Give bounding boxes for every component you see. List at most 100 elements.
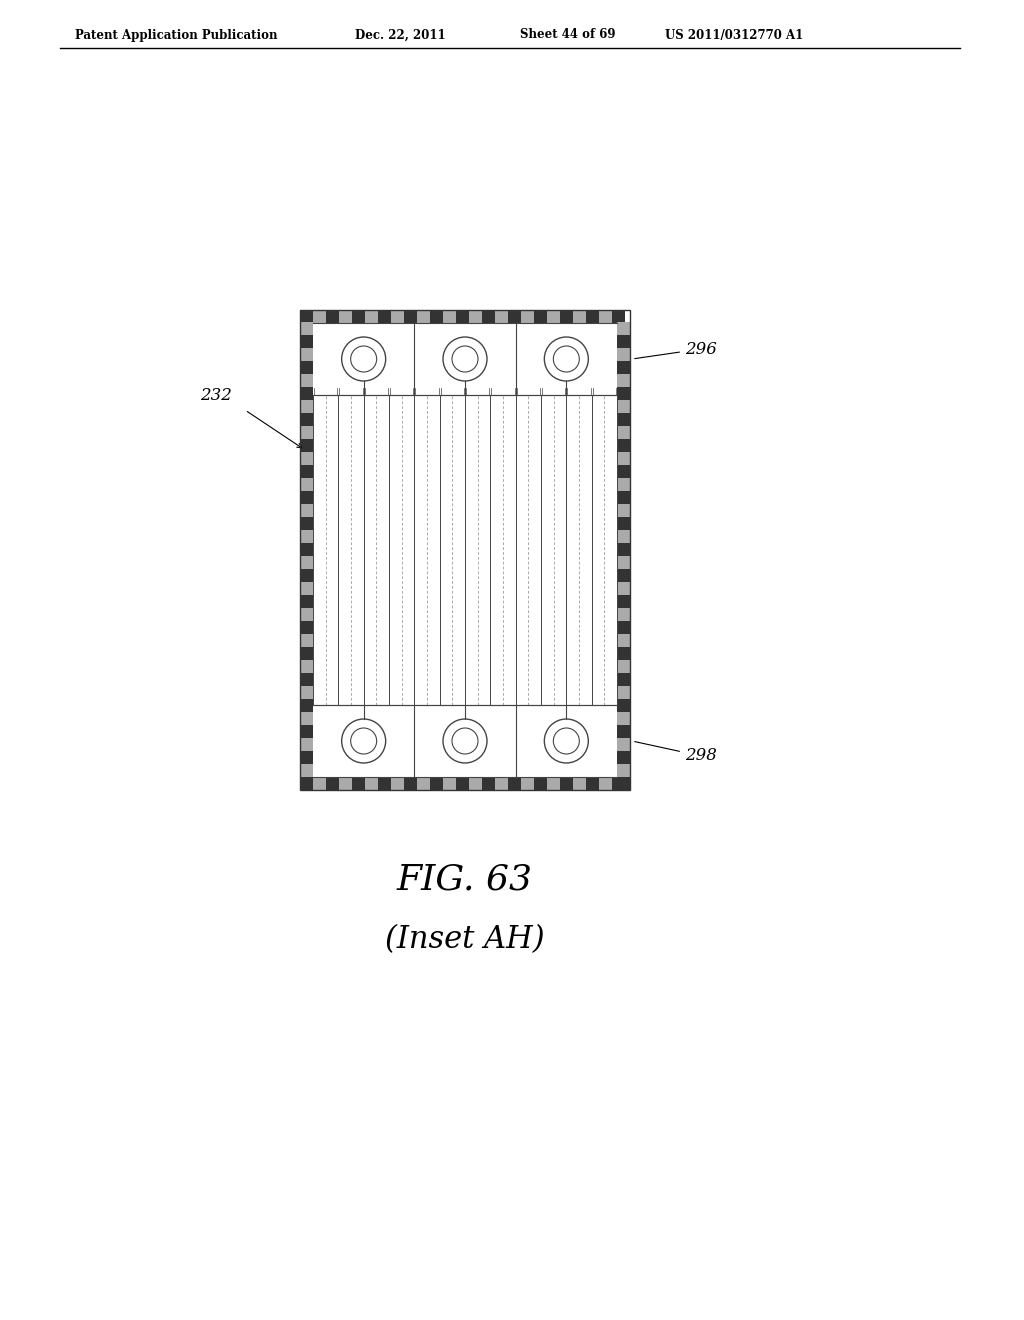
Bar [617,465,630,478]
Text: Sheet 44 of 69: Sheet 44 of 69 [520,29,615,41]
Bar [300,751,313,764]
Bar [300,387,313,400]
Bar [300,725,313,738]
Bar [300,374,313,387]
Bar [352,777,365,789]
Bar [617,517,630,531]
Bar [617,531,630,543]
Bar [617,478,630,491]
Bar [300,660,313,673]
Bar [300,777,313,789]
Bar [617,491,630,504]
Circle shape [443,719,487,763]
Bar [313,777,326,789]
Bar [617,504,630,517]
Bar [300,634,313,647]
Bar [560,777,573,789]
Bar [482,310,495,323]
Bar [300,504,313,517]
Text: (Inset AH): (Inset AH) [385,924,545,956]
Bar [300,517,313,531]
Bar [300,413,313,426]
Bar [617,738,630,751]
Text: US 2011/0312770 A1: US 2011/0312770 A1 [665,29,803,41]
Bar [508,777,521,789]
Bar [521,777,534,789]
Bar [495,777,508,789]
Bar [617,764,630,777]
Bar [617,387,630,400]
Bar [391,310,404,323]
Text: 296: 296 [635,341,717,359]
Bar [326,777,339,789]
Bar [300,440,313,451]
Bar [313,705,617,777]
Bar [300,673,313,686]
Bar [469,310,482,323]
Bar [300,322,313,335]
Bar [617,440,630,451]
Circle shape [342,337,386,381]
Bar [508,310,521,323]
Bar [547,310,560,323]
Bar [617,620,630,634]
Bar [300,711,313,725]
Bar [300,400,313,413]
Bar [365,310,378,323]
Bar [300,348,313,360]
Bar [617,556,630,569]
Circle shape [452,346,478,372]
Text: 298: 298 [635,742,717,764]
Bar [617,426,630,440]
Bar [300,491,313,504]
Bar [300,543,313,556]
Bar [300,777,313,789]
Circle shape [452,729,478,754]
Bar [391,777,404,789]
Bar [599,777,612,789]
Bar [300,478,313,491]
Bar [617,582,630,595]
Circle shape [545,337,589,381]
Bar [300,764,313,777]
Bar [300,620,313,634]
Bar [617,374,630,387]
Bar [482,777,495,789]
Bar [573,777,586,789]
Bar [534,310,547,323]
Bar [300,700,313,711]
Text: Dec. 22, 2011: Dec. 22, 2011 [355,29,445,41]
Bar [443,310,456,323]
Bar [617,400,630,413]
Bar [617,647,630,660]
Bar [617,360,630,374]
Bar [404,777,417,789]
Circle shape [350,729,377,754]
Bar [417,310,430,323]
Bar [430,310,443,323]
Bar [300,738,313,751]
Bar [586,310,599,323]
Bar [313,323,617,777]
Bar [617,543,630,556]
Circle shape [443,337,487,381]
Bar [469,777,482,789]
Bar [404,310,417,323]
Bar [300,595,313,609]
Circle shape [553,729,580,754]
Bar [300,310,313,323]
Bar [339,310,352,323]
Bar [617,322,630,335]
Bar [417,777,430,789]
Bar [300,647,313,660]
Bar [547,777,560,789]
Circle shape [350,346,377,372]
Bar [612,777,625,789]
Bar [586,777,599,789]
Bar [326,310,339,323]
Circle shape [342,719,386,763]
Bar [300,569,313,582]
Bar [617,700,630,711]
Bar [599,310,612,323]
Text: 232: 232 [200,387,231,404]
